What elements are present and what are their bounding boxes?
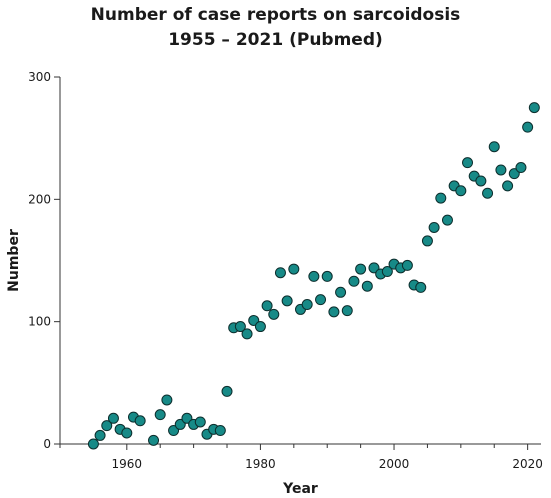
data-point bbox=[234, 321, 246, 333]
data-point bbox=[288, 263, 300, 275]
x-tick-label: 1960 bbox=[112, 457, 143, 471]
data-point bbox=[134, 415, 146, 427]
data-point bbox=[381, 266, 393, 278]
data-point bbox=[301, 299, 313, 311]
data-point bbox=[161, 394, 173, 406]
data-point bbox=[214, 425, 226, 437]
data-point bbox=[154, 409, 166, 421]
data-point bbox=[341, 305, 353, 317]
data-point bbox=[441, 214, 453, 226]
data-point bbox=[148, 434, 160, 446]
data-point bbox=[528, 102, 540, 114]
data-point bbox=[435, 192, 447, 204]
data-point bbox=[87, 438, 99, 450]
data-point bbox=[428, 221, 440, 233]
data-point bbox=[107, 412, 119, 424]
data-point bbox=[361, 280, 373, 292]
data-point bbox=[508, 168, 520, 180]
data-point bbox=[488, 141, 500, 153]
y-tick-label: 200 bbox=[28, 192, 51, 206]
data-point bbox=[221, 385, 233, 397]
data-point bbox=[462, 157, 474, 169]
data-point bbox=[248, 314, 260, 326]
x-axis-label: Year bbox=[282, 481, 318, 497]
x-tick-label: 1980 bbox=[245, 457, 276, 471]
data-point bbox=[194, 416, 206, 428]
data-point bbox=[522, 121, 534, 133]
ticks: 0 100 200 300 1960 1980 2000 2020 bbox=[28, 70, 543, 471]
y-tick-label: 300 bbox=[28, 70, 51, 84]
axes bbox=[59, 77, 541, 445]
data-point bbox=[281, 295, 293, 307]
data-point bbox=[321, 270, 333, 282]
data-point bbox=[401, 259, 413, 271]
data-point bbox=[94, 429, 106, 441]
data-point bbox=[101, 420, 113, 432]
data-point bbox=[475, 175, 487, 187]
data-point bbox=[482, 187, 494, 199]
y-tick-label: 100 bbox=[28, 315, 51, 329]
data-point bbox=[315, 294, 327, 306]
data-point bbox=[261, 300, 273, 312]
data-point bbox=[355, 263, 367, 275]
data-point bbox=[455, 185, 467, 197]
data-point bbox=[328, 306, 340, 318]
data-point bbox=[268, 308, 280, 320]
data-point bbox=[368, 262, 380, 274]
data-point bbox=[241, 328, 253, 340]
data-point bbox=[502, 180, 514, 192]
data-point bbox=[274, 267, 286, 279]
data-point bbox=[181, 412, 193, 424]
chart-subtitle: 1955 – 2021 (Pubmed) bbox=[168, 30, 383, 50]
data-point bbox=[415, 281, 427, 293]
data-point bbox=[495, 164, 507, 176]
data-point bbox=[174, 418, 186, 430]
data-point bbox=[335, 286, 347, 298]
data-point bbox=[348, 275, 360, 287]
data-point bbox=[168, 425, 180, 437]
x-tick-label: 2000 bbox=[379, 457, 410, 471]
data-point bbox=[308, 270, 320, 282]
data-points bbox=[87, 102, 540, 450]
data-point bbox=[421, 235, 433, 247]
chart-title: Number of case reports on sarcoidosis bbox=[90, 5, 461, 25]
data-point bbox=[515, 162, 527, 174]
data-point bbox=[121, 427, 133, 439]
y-tick-label: 0 bbox=[43, 437, 51, 451]
y-axis-label: Number bbox=[6, 229, 22, 292]
data-point bbox=[254, 321, 266, 333]
x-tick-label: 2020 bbox=[512, 457, 543, 471]
